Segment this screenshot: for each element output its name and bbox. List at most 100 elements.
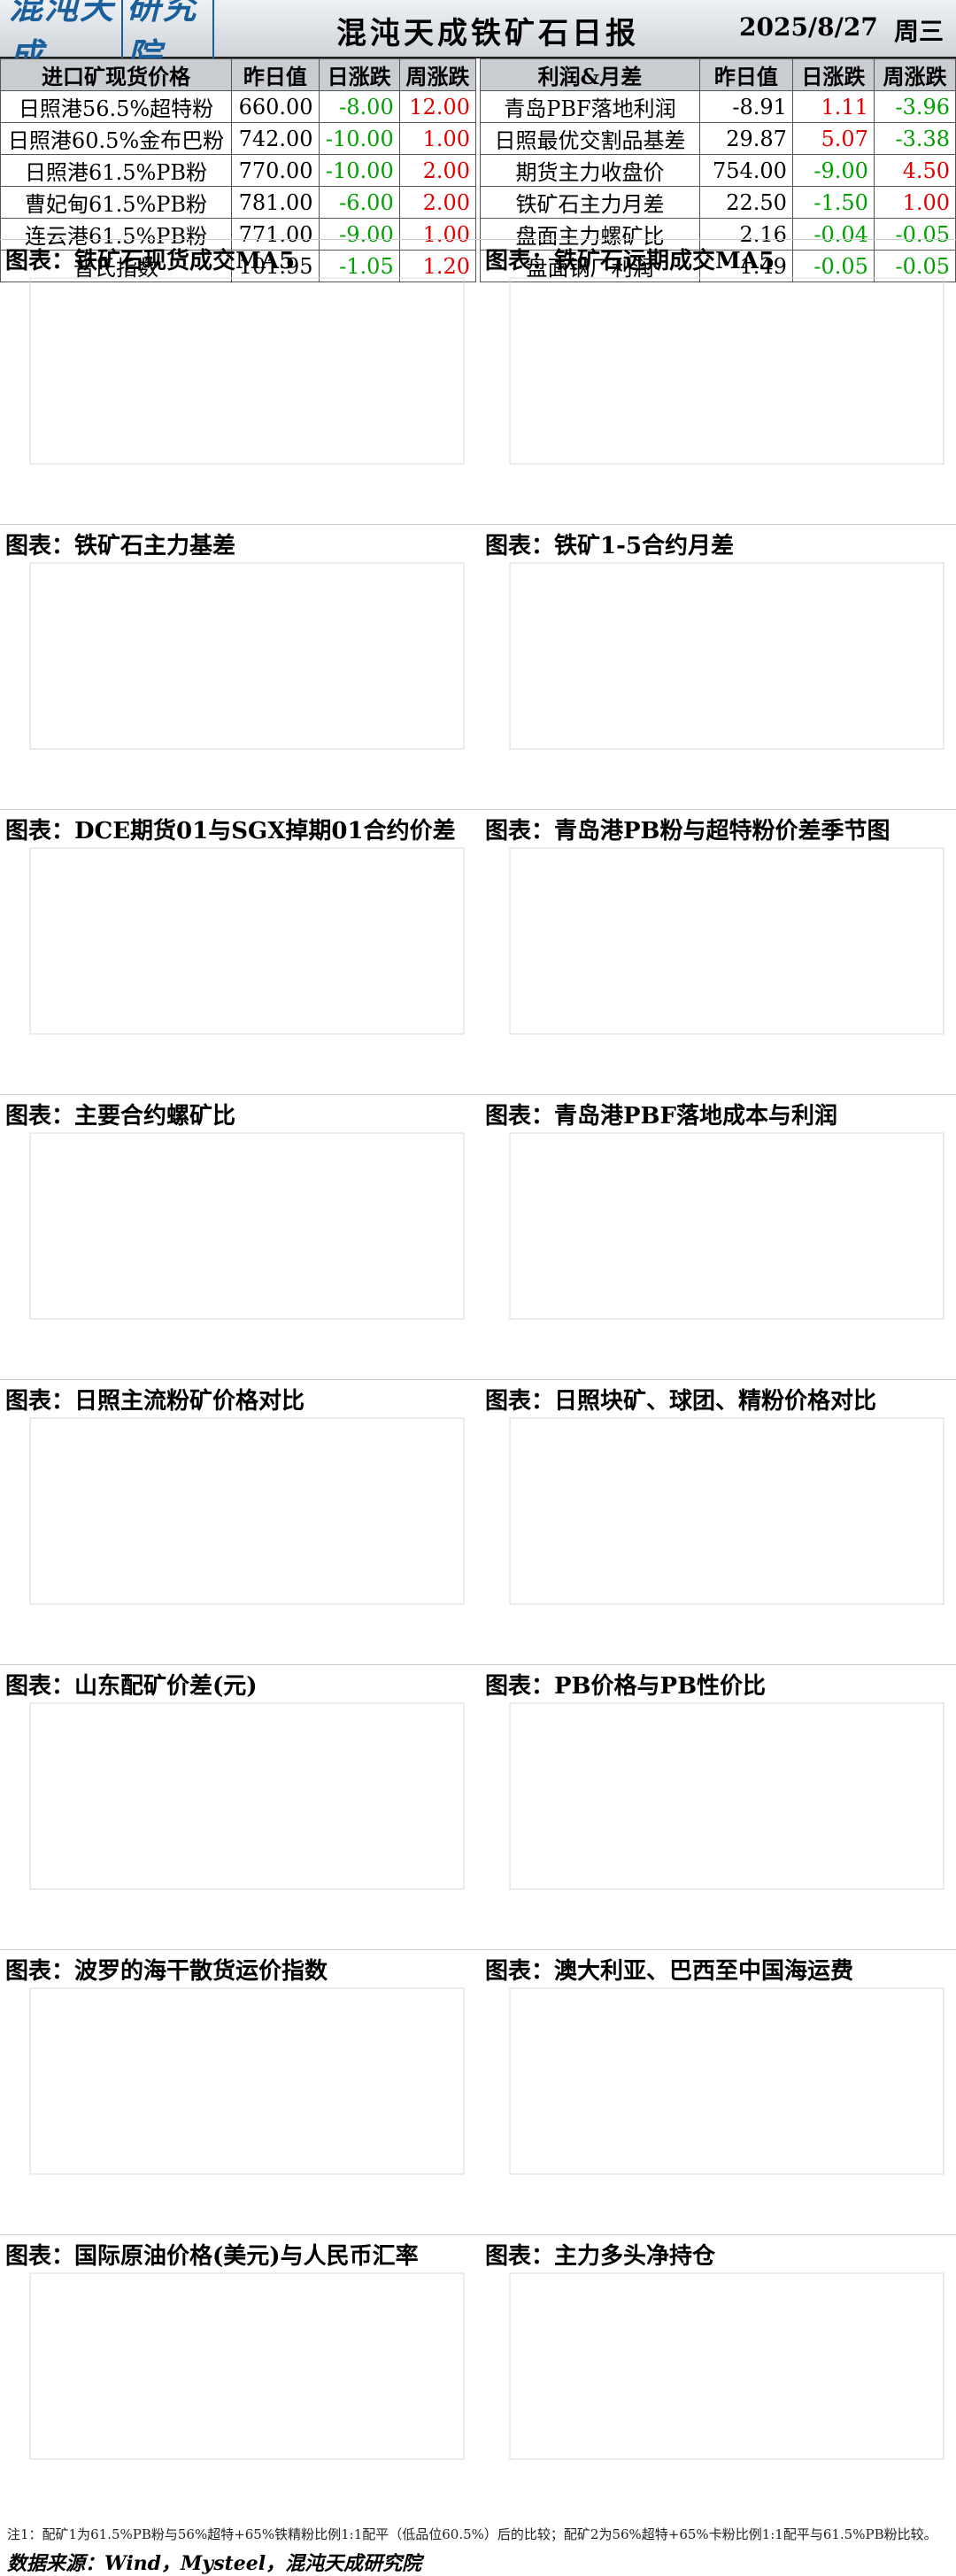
plot-frame	[509, 1987, 944, 2175]
chart-title: 图表：主力多头净持仓	[485, 2243, 716, 2270]
plot-frame	[29, 562, 465, 750]
chart-plot-area	[29, 277, 465, 465]
plot-frame	[29, 847, 465, 1035]
logo-text: 混沌天成	[9, 0, 116, 75]
plot-frame	[29, 1702, 465, 1890]
plot-frame	[509, 847, 944, 1035]
chart-plot-area	[509, 1987, 944, 2175]
table-row: 日照最优交割品基差 29.87 5.07 -3.38	[480, 122, 956, 155]
row-week-change-cell: 1.00	[398, 218, 477, 251]
report-header: 混沌天成 研究院 混沌天成铁矿石日报 2025/8/27 周三	[0, 0, 956, 79]
table-row: 盘面钢厂利润 1.49 -0.05 -0.05	[480, 250, 956, 282]
chart-plot-area	[509, 1417, 944, 1605]
chart-title: 图表：DCE期货01与SGX掉期01合约价差	[5, 818, 456, 845]
row-value-cell: 781.00	[231, 186, 320, 219]
chart-panel: 图表：PB价格与PB性价比	[485, 1668, 954, 1947]
plot-frame	[29, 1987, 465, 2175]
chart-title: 图表：主要合约螺矿比	[5, 1103, 236, 1130]
row-name-cell: 连云港61.5%PB粉	[0, 218, 233, 251]
row-name-cell: 铁矿石主力月差	[480, 186, 700, 219]
chart-panel: 图表：主力多头净持仓	[485, 2238, 954, 2518]
row-name-cell: 曹妃甸61.5%PB粉	[0, 186, 233, 219]
chart-title: 图表：山东配矿价差(元)	[5, 1673, 258, 1700]
row-week-change-cell: 12.00	[398, 90, 477, 123]
table-row: 盘面主力螺矿比 2.16 -0.04 -0.05	[480, 218, 956, 251]
chart-plot-area	[509, 277, 944, 465]
row-separator	[0, 1094, 956, 1095]
column-header: 日涨跌	[318, 58, 400, 91]
report-date: 2025/8/27	[739, 12, 878, 42]
row-value-cell: 660.00	[231, 90, 320, 123]
row-day-change-cell: -8.00	[318, 90, 400, 123]
chart-plot-area	[509, 2272, 944, 2460]
chart-plot-area	[509, 1132, 944, 1320]
row-name-cell: 日照最优交割品基差	[480, 122, 700, 155]
row-week-change-cell: -0.05	[873, 250, 956, 282]
row-value-cell: 771.00	[231, 218, 320, 251]
chart-title: 图表：日照主流粉矿价格对比	[5, 1388, 305, 1415]
chart-title: 图表：铁矿1-5合约月差	[485, 533, 734, 559]
column-header: 周涨跌	[398, 58, 477, 91]
row-week-change-cell: 4.50	[873, 154, 956, 187]
footnote: 注1：配矿1为61.5%PB粉与56%超特+65%铁精粉比例1:1配平（低品位6…	[7, 2526, 937, 2542]
chart-plot-area	[29, 562, 465, 750]
chart-panel: 图表：青岛港PBF落地成本与利润	[485, 1098, 954, 1377]
chart-panel: 图表：铁矿石主力基差	[5, 528, 474, 807]
row-separator	[0, 239, 956, 240]
chart-title: 图表：PB价格与PB性价比	[485, 1673, 767, 1700]
row-value-cell: 2.16	[698, 218, 793, 251]
column-header: 日涨跌	[791, 58, 875, 91]
chart-panel: 图表：山东配矿价差(元)	[5, 1668, 474, 1947]
row-week-change-cell: 2.00	[398, 186, 477, 219]
chart-panel: 图表：国际原油价格(美元)与人民币汇率	[5, 2238, 474, 2518]
table-row: 日照港61.5%PB粉 770.00 -10.00 2.00	[0, 154, 477, 187]
row-name-cell: 期货主力收盘价	[480, 154, 700, 187]
chart-plot-area	[509, 1702, 944, 1890]
chart-panel: 图表：青岛港PB粉与超特粉价差季节图	[485, 813, 954, 1092]
chart-panel: 图表：铁矿石远期成交MA5	[485, 243, 954, 522]
table-row: 青岛PBF落地利润 -8.91 1.11 -3.96	[480, 90, 956, 123]
chart-panel: 图表：DCE期货01与SGX掉期01合约价差	[5, 813, 474, 1092]
row-name-cell: 日照港60.5%金布巴粉	[0, 122, 233, 155]
chart-panel: 图表：澳大利亚、巴西至中国海运费	[485, 1953, 954, 2233]
plot-frame	[29, 1132, 465, 1320]
row-day-change-cell: -10.00	[318, 122, 400, 155]
row-value-cell: 754.00	[698, 154, 793, 187]
chart-title: 图表：铁矿石主力基差	[5, 533, 236, 559]
chart-title: 图表：澳大利亚、巴西至中国海运费	[485, 1958, 854, 1985]
row-value-cell: 770.00	[231, 154, 320, 187]
row-day-change-cell: -9.00	[791, 154, 875, 187]
row-name-cell: 盘面主力螺矿比	[480, 218, 700, 251]
chart-plot-area	[509, 562, 944, 750]
row-week-change-cell: 1.00	[398, 122, 477, 155]
row-value-cell: -8.91	[698, 90, 793, 123]
row-day-change-cell: 1.11	[791, 90, 875, 123]
chart-plot-area	[29, 1987, 465, 2175]
row-name-cell: 日照港61.5%PB粉	[0, 154, 233, 187]
row-week-change-cell: 1.20	[398, 250, 477, 282]
row-name-cell: 普氏指数	[0, 250, 233, 282]
company-logo: 混沌天成 研究院	[9, 0, 214, 79]
table-row: 曹妃甸61.5%PB粉 781.00 -6.00 2.00	[0, 186, 477, 219]
row-value-cell: 742.00	[231, 122, 320, 155]
table-row: 铁矿石主力月差 22.50 -1.50 1.00	[480, 186, 956, 219]
row-name-cell: 青岛PBF落地利润	[480, 90, 700, 123]
data-source: 数据来源：Wind，Mysteel，混沌天成研究院	[7, 2552, 422, 2575]
row-week-change-cell: 1.00	[873, 186, 956, 219]
table-row: 期货主力收盘价 754.00 -9.00 4.50	[480, 154, 956, 187]
chart-plot-area	[29, 847, 465, 1035]
row-day-change-cell: -10.00	[318, 154, 400, 187]
chart-plot-area	[29, 1417, 465, 1605]
row-value-cell: 101.95	[231, 250, 320, 282]
row-week-change-cell: -3.96	[873, 90, 956, 123]
chart-title: 图表：波罗的海干散货运价指数	[5, 1958, 328, 1985]
plot-frame	[509, 562, 944, 750]
chart-panel: 图表：日照主流粉矿价格对比	[5, 1383, 474, 1662]
column-header: 昨日值	[698, 58, 793, 91]
column-header: 进口矿现货价格	[0, 58, 233, 91]
row-week-change-cell: -0.05	[873, 218, 956, 251]
row-separator	[0, 809, 956, 810]
column-header: 利润&月差	[480, 58, 700, 91]
row-day-change-cell: -1.05	[318, 250, 400, 282]
row-value-cell: 22.50	[698, 186, 793, 219]
